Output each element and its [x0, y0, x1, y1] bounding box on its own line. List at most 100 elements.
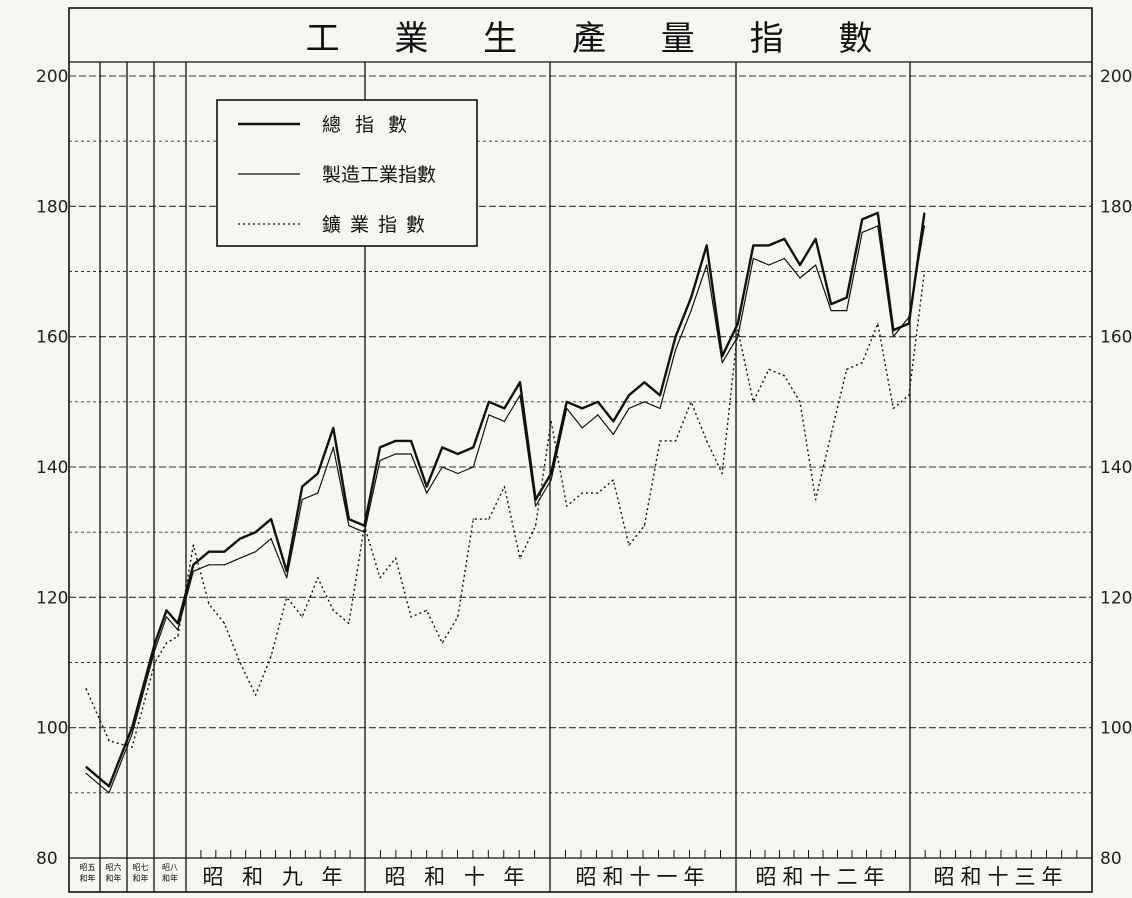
data-point: [332, 427, 334, 429]
data-point: [923, 212, 926, 214]
data-point: [581, 427, 583, 429]
period-label-layer: 昭五和年昭六和年昭七和年昭八和年昭 和 九 年昭 和 十 年昭和十一年 昭和十二年…: [80, 862, 1063, 889]
x-period-label: 昭 和 十 年: [384, 865, 530, 889]
data-point: [675, 440, 677, 442]
data-point: [768, 244, 770, 246]
data-point: [659, 394, 661, 396]
y-tick-label-right: 100: [1100, 719, 1132, 739]
legend-label-mining: 鑛業指數: [322, 214, 434, 236]
data-point: [154, 648, 156, 651]
data-point: [815, 238, 817, 240]
y-tick-label-right: 200: [1100, 67, 1132, 87]
data-point: [768, 368, 770, 370]
data-point: [472, 466, 474, 468]
y-tick-label-right: 160: [1100, 328, 1132, 348]
data-point: [861, 231, 863, 233]
data-point: [426, 492, 428, 494]
data-point: [395, 440, 397, 442]
data-point: [908, 394, 910, 396]
data-point: [550, 479, 552, 481]
data-point: [643, 381, 646, 383]
data-point: [706, 264, 708, 266]
data-point: [706, 440, 708, 442]
data-point: [690, 297, 692, 299]
data-point: [846, 297, 848, 299]
data-point: [643, 401, 646, 403]
data-point: [301, 616, 303, 618]
data-point: [395, 453, 397, 455]
data-point: [192, 564, 194, 566]
data-point: [892, 336, 894, 338]
legend-label-manufacturing: 製造工業指數: [322, 164, 436, 186]
data-point: [270, 518, 272, 520]
data-point: [612, 420, 614, 422]
x-period-label: 昭和十一年: [576, 865, 711, 889]
data-point: [208, 603, 210, 605]
x-period-label: 昭 和 九 年: [202, 865, 348, 889]
x-period-label: 昭五: [80, 863, 96, 872]
data-point: [503, 407, 505, 409]
data-point: [131, 733, 133, 735]
y-tick-label-left: 120: [36, 588, 68, 608]
data-point: [154, 642, 156, 644]
data-point: [659, 407, 661, 409]
data-point: [441, 466, 443, 468]
data-point: [223, 551, 225, 553]
data-point: [550, 472, 552, 475]
data-point: [441, 642, 443, 644]
data-point: [581, 407, 583, 409]
y-tick-label-left: 100: [36, 719, 68, 739]
data-point: [348, 622, 350, 625]
data-point: [488, 414, 490, 416]
data-point: [535, 525, 537, 527]
data-point: [877, 225, 879, 227]
data-point: [223, 564, 225, 566]
data-point: [643, 525, 646, 527]
data-point: [628, 407, 630, 409]
data-point: [488, 518, 490, 520]
data-point: [255, 551, 257, 553]
data-point: [131, 727, 133, 729]
data-point: [908, 316, 910, 318]
data-point: [255, 694, 257, 696]
y-tick-label-left: 200: [36, 67, 68, 87]
data-point: [410, 453, 412, 455]
y-tick-label-left: 140: [36, 458, 68, 478]
data-point: [830, 433, 832, 435]
data-point: [395, 557, 397, 559]
data-point: [721, 362, 723, 364]
data-point: [270, 538, 272, 540]
x-period-label: 昭六: [106, 862, 122, 872]
data-point: [752, 257, 754, 260]
data-point: [472, 446, 474, 448]
data-point: [165, 616, 168, 618]
legend: 總指數 製造工業指數 鑛業指數: [216, 99, 478, 247]
x-period-label: 昭和十二年: [756, 865, 891, 889]
data-point: [597, 401, 599, 403]
data-point: [192, 544, 194, 546]
y-tick-label-left: 160: [36, 328, 68, 348]
data-point: [612, 433, 614, 435]
data-point: [426, 609, 428, 612]
data-point: [535, 505, 537, 507]
data-point: [379, 446, 381, 448]
series-line-1: [85, 225, 925, 794]
data-point: [85, 772, 87, 774]
data-point: [85, 688, 87, 690]
data-point: [379, 577, 381, 579]
y-tick-label-right: 120: [1100, 588, 1132, 608]
data-point: [223, 622, 225, 625]
data-point: [721, 355, 723, 357]
axis-right: 200 180 160 140 120 100 80: [1100, 67, 1132, 869]
data-point: [799, 264, 801, 266]
data-point: [628, 544, 630, 546]
data-point: [830, 303, 832, 305]
data-point: [503, 420, 505, 422]
data-point: [457, 616, 459, 618]
x-period-label-line2: 和年: [80, 873, 96, 883]
data-point: [379, 459, 381, 462]
data-point: [752, 401, 754, 403]
data-point: [426, 486, 428, 488]
data-point: [815, 264, 817, 266]
data-point: [737, 323, 739, 325]
